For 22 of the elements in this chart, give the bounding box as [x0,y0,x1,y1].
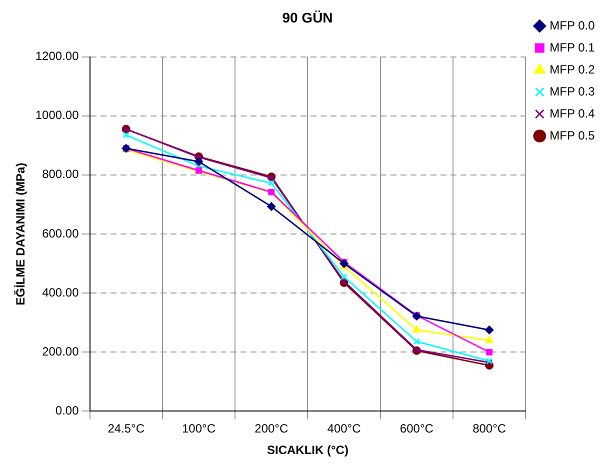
y-tick-label: 0.00 [55,404,80,418]
legend-label: MFP 0.4 [550,106,596,120]
x-tick-label: 400°C [327,422,362,436]
y-tick-label: 800.00 [42,167,80,182]
y-tick-label: 1000.00 [35,108,80,122]
y-tick-label: 1200.00 [35,49,80,64]
legend-label: MFP 0.2 [550,62,596,76]
y-axis-title: EĞİLME DAYANIMI (MPa) [14,162,28,306]
legend-label: MFP 0.3 [550,84,596,98]
y-tick-label: 400.00 [42,285,80,300]
x-tick-label: 200°C [254,422,288,436]
legend-label: MFP 0.5 [550,128,596,142]
legend-label: MFP 0.1 [550,40,596,54]
x-tick-label: 24.5°C [108,422,145,436]
chart-title: 90 GÜN [282,9,333,26]
x-axis-title: SICAKLIK (°C) [266,443,348,458]
x-tick-label: 600°C [400,422,434,436]
legend-label: MFP 0.0 [550,18,596,32]
y-tick-label: 200.00 [42,344,80,358]
y-tick-label: 600.00 [42,226,80,240]
x-tick-label: 800°C [472,422,506,436]
x-tick-label: 100°C [182,422,216,436]
